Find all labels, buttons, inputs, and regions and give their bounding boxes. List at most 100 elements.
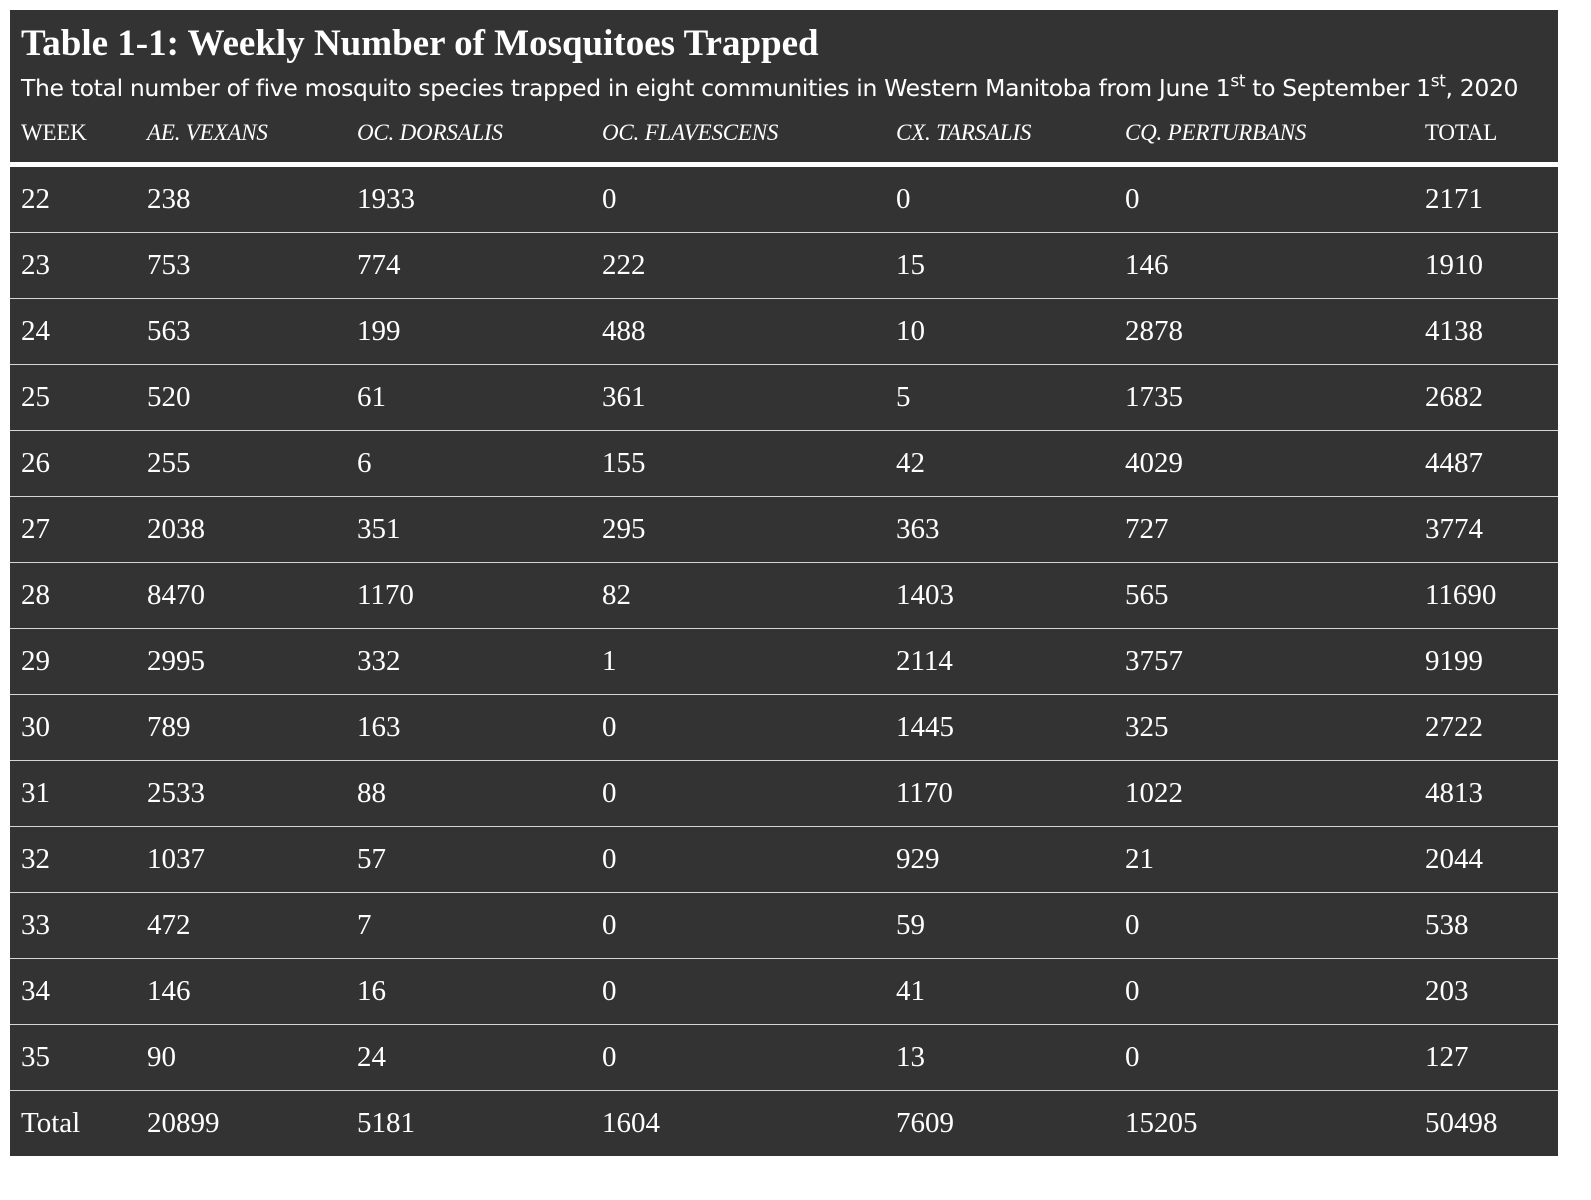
cell-cq-perturbans: 2878	[1114, 298, 1414, 365]
cell-cx-tarsalis: 59	[885, 892, 1114, 959]
cell-total: 4138	[1414, 298, 1558, 365]
mosquito-counts-table: WEEK AE. VEXANS OC. DORSALIS OC. FLAVESC…	[10, 104, 1558, 1156]
cell-ae-vexans: 1037	[136, 826, 346, 893]
cell-oc-dorsalis: 16	[346, 958, 591, 1025]
cell-total: 2682	[1414, 364, 1558, 431]
cell-week: 22	[10, 164, 136, 233]
cell-oc-flavescens: 0	[591, 826, 885, 893]
cell-total: 4487	[1414, 430, 1558, 497]
cell-total: 11690	[1414, 562, 1558, 629]
cell-oc-dorsalis: 6	[346, 430, 591, 497]
table-row: 22 238 1933 0 0 0 2171	[10, 164, 1558, 233]
table-row: 25 520 61 361 5 1735 2682	[10, 364, 1558, 431]
cell-oc-flavescens: 0	[591, 892, 885, 959]
cell-oc-flavescens: 295	[591, 496, 885, 563]
cell-oc-dorsalis: 1933	[346, 164, 591, 233]
cell-cx-tarsalis: 1170	[885, 760, 1114, 827]
cell-oc-flavescens: 0	[591, 164, 885, 233]
cell-cq-perturbans: 727	[1114, 496, 1414, 563]
cell-oc-dorsalis: 199	[346, 298, 591, 365]
cell-oc-flavescens: 0	[591, 958, 885, 1025]
subtitle-text-part3: , 2020	[1445, 74, 1519, 102]
cell-cq-perturbans: 0	[1114, 164, 1414, 233]
cell-week: 28	[10, 562, 136, 629]
cell-oc-flavescens: 361	[591, 364, 885, 431]
subtitle-superscript-1: st	[1230, 70, 1246, 91]
cell-oc-dorsalis: 88	[346, 760, 591, 827]
cell-oc-dorsalis: 1170	[346, 562, 591, 629]
cell-ae-vexans: 789	[136, 694, 346, 761]
cell-cq-perturbans: 0	[1114, 1024, 1414, 1091]
cell-week: 30	[10, 694, 136, 761]
table-subtitle: The total number of five mosquito specie…	[10, 66, 1558, 104]
cell-oc-flavescens: 488	[591, 298, 885, 365]
cell-ae-vexans: 520	[136, 364, 346, 431]
cell-oc-flavescens: 0	[591, 760, 885, 827]
cell-cx-tarsalis: 10	[885, 298, 1114, 365]
table-row: 28 8470 1170 82 1403 565 11690	[10, 562, 1558, 629]
table-row: 35 90 24 0 13 0 127	[10, 1024, 1558, 1091]
cell-ae-vexans: 8470	[136, 562, 346, 629]
cell-oc-flavescens: 0	[591, 694, 885, 761]
cell-week: 27	[10, 496, 136, 563]
cell-cx-tarsalis: 2114	[885, 628, 1114, 695]
cell-oc-flavescens: 1	[591, 628, 885, 695]
cell-total: 4813	[1414, 760, 1558, 827]
cell-oc-dorsalis: 24	[346, 1024, 591, 1091]
cell-total: 9199	[1414, 628, 1558, 695]
cell-total: 127	[1414, 1024, 1558, 1091]
cell-cq-perturbans: 4029	[1114, 430, 1414, 497]
cell-cq-perturbans: 0	[1114, 892, 1414, 959]
cell-cx-tarsalis: 929	[885, 826, 1114, 893]
cell-ae-vexans: 563	[136, 298, 346, 365]
cell-cx-tarsalis: 7609	[896, 1107, 954, 1139]
table-row: 34 146 16 0 41 0 203	[10, 958, 1558, 1025]
subtitle-superscript-2: st	[1430, 70, 1446, 91]
cell-week: Total	[21, 1107, 81, 1139]
cell-oc-dorsalis: 61	[346, 364, 591, 431]
cell-cx-tarsalis: 0	[885, 164, 1114, 233]
table-row: 31 2533 88 0 1170 1022 4813	[10, 760, 1558, 827]
table-row: 23 753 774 222 15 146 1910	[10, 232, 1558, 299]
cell-ae-vexans: 255	[136, 430, 346, 497]
subtitle-text-part1: The total number of five mosquito specie…	[21, 74, 1231, 102]
cell-cx-tarsalis: 1445	[885, 694, 1114, 761]
cell-total: 203	[1414, 958, 1558, 1025]
cell-ae-vexans: 2995	[136, 628, 346, 695]
cell-oc-dorsalis: 351	[346, 496, 591, 563]
cell-week: 25	[10, 364, 136, 431]
column-header-oc-flavescens: OC. FLAVESCENS	[591, 104, 885, 167]
cell-total: 1910	[1414, 232, 1558, 299]
cell-oc-flavescens: 0	[591, 1024, 885, 1091]
cell-cx-tarsalis: 41	[885, 958, 1114, 1025]
cell-oc-dorsalis: 163	[346, 694, 591, 761]
cell-cq-perturbans: 1022	[1114, 760, 1414, 827]
cell-week: 29	[10, 628, 136, 695]
cell-week: 26	[10, 430, 136, 497]
cell-ae-vexans: 753	[136, 232, 346, 299]
table-row: 33 472 7 0 59 0 538	[10, 892, 1558, 959]
table-row: 27 2038 351 295 363 727 3774	[10, 496, 1558, 563]
column-header-oc-dorsalis: OC. DORSALIS	[346, 104, 591, 167]
table-row: 29 2995 332 1 2114 3757 9199	[10, 628, 1558, 695]
cell-ae-vexans: 20899	[147, 1107, 220, 1139]
cell-cq-perturbans: 565	[1114, 562, 1414, 629]
mosquito-table-panel: Table 1-1: Weekly Number of Mosquitoes T…	[10, 10, 1558, 1156]
cell-total: 2722	[1414, 694, 1558, 761]
cell-cx-tarsalis: 5	[885, 364, 1114, 431]
cell-week: 33	[10, 892, 136, 959]
cell-cx-tarsalis: 363	[885, 496, 1114, 563]
column-header-ae-vexans: AE. VEXANS	[136, 104, 346, 167]
cell-cq-perturbans: 21	[1114, 826, 1414, 893]
cell-ae-vexans: 472	[136, 892, 346, 959]
cell-cx-tarsalis: 15	[885, 232, 1114, 299]
cell-cq-perturbans: 3757	[1114, 628, 1414, 695]
cell-week: 35	[10, 1024, 136, 1091]
column-header-cx-tarsalis: CX. TARSALIS	[885, 104, 1114, 167]
cell-oc-dorsalis: 774	[346, 232, 591, 299]
column-header-week: WEEK	[10, 104, 136, 167]
cell-oc-flavescens: 82	[591, 562, 885, 629]
cell-ae-vexans: 2038	[136, 496, 346, 563]
cell-oc-flavescens: 222	[591, 232, 885, 299]
cell-total: 538	[1414, 892, 1558, 959]
